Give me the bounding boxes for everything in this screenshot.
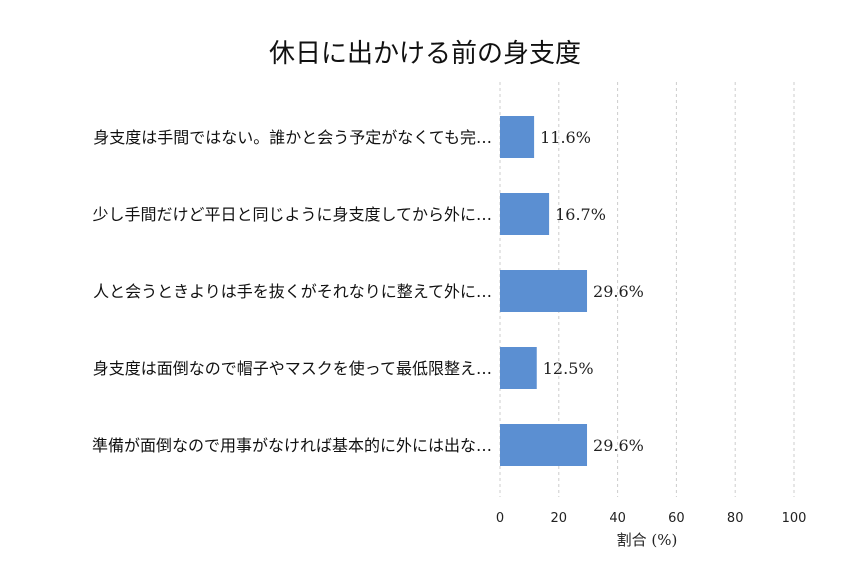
chart-title: 休日に出かける前の身支度 [269, 39, 581, 69]
category-label: 身支度は手間ではない。誰かと会う予定がなくても完… [93, 128, 492, 147]
value-label: 11.6% [540, 128, 591, 147]
bar [500, 347, 537, 389]
x-tick-label: 60 [668, 511, 685, 526]
category-label: 人と会うときよりは手を抜くがそれなりに整えて外に… [93, 282, 492, 301]
category-labels: 身支度は手間ではない。誰かと会う予定がなくても完… 少し手間だけど平日と同じように… [92, 128, 492, 455]
value-labels: 11.6% 16.7% 29.6% 12.5% 29.6% [540, 128, 644, 455]
value-label: 12.5% [543, 359, 594, 378]
bar [500, 424, 588, 466]
category-label: 身支度は面倒なので帽子やマスクを使って最低限整え… [93, 359, 492, 378]
x-tick-label: 80 [727, 511, 744, 526]
bar [500, 270, 588, 312]
category-label: 準備が面倒なので用事がなければ基本的に外には出な… [92, 436, 492, 455]
value-label: 29.6% [593, 436, 644, 455]
bar [500, 193, 550, 235]
x-tick-label: 40 [609, 511, 626, 526]
bar [500, 116, 535, 158]
value-label: 16.7% [555, 205, 606, 224]
category-label: 少し手間だけど平日と同じように身支度してから外に… [92, 205, 492, 224]
x-tick-label: 20 [551, 511, 568, 526]
value-label: 29.6% [593, 282, 644, 301]
x-axis-ticks: 0 20 40 60 80 100 [496, 511, 807, 526]
x-tick-label: 0 [496, 511, 504, 526]
bars [500, 116, 588, 466]
x-axis-label: 割合 (%) [617, 531, 678, 549]
x-tick-label: 100 [782, 511, 807, 526]
